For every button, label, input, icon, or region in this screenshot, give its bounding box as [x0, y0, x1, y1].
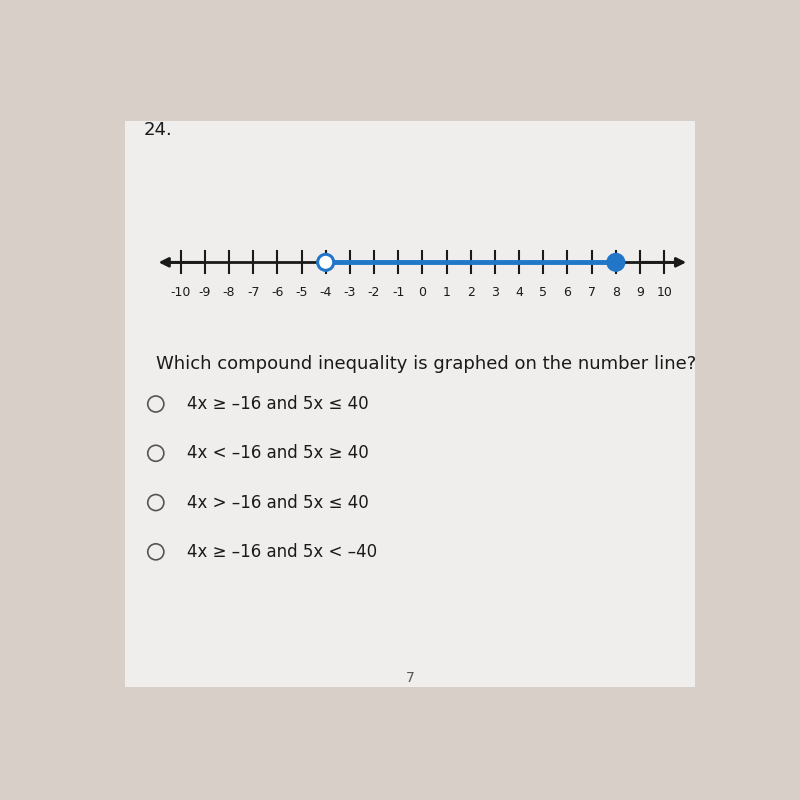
Text: 2: 2 [467, 286, 474, 298]
Circle shape [148, 494, 164, 510]
Text: 3: 3 [491, 286, 499, 298]
Circle shape [318, 254, 334, 270]
Text: 4x ≥ –16 and 5x < –40: 4x ≥ –16 and 5x < –40 [187, 543, 377, 561]
Text: -6: -6 [271, 286, 283, 298]
Text: -10: -10 [170, 286, 190, 298]
Text: 4x ≥ –16 and 5x ≤ 40: 4x ≥ –16 and 5x ≤ 40 [187, 395, 369, 413]
Circle shape [148, 446, 164, 462]
Text: 5: 5 [539, 286, 547, 298]
Text: -8: -8 [222, 286, 235, 298]
Text: 4: 4 [515, 286, 523, 298]
Circle shape [148, 544, 164, 560]
Text: 8: 8 [612, 286, 620, 298]
Text: -4: -4 [319, 286, 332, 298]
Text: -9: -9 [198, 286, 211, 298]
Text: 4x > –16 and 5x ≤ 40: 4x > –16 and 5x ≤ 40 [187, 494, 369, 511]
Circle shape [608, 254, 624, 270]
Text: -1: -1 [392, 286, 405, 298]
FancyBboxPatch shape [125, 121, 695, 687]
Text: 4x < –16 and 5x ≥ 40: 4x < –16 and 5x ≥ 40 [187, 444, 369, 462]
Text: 7: 7 [406, 671, 414, 685]
Text: -5: -5 [295, 286, 308, 298]
Text: 10: 10 [656, 286, 672, 298]
Text: -7: -7 [247, 286, 259, 298]
Text: 9: 9 [636, 286, 644, 298]
Text: -2: -2 [368, 286, 380, 298]
Text: -3: -3 [344, 286, 356, 298]
Text: Which compound inequality is graphed on the number line?: Which compound inequality is graphed on … [156, 354, 696, 373]
Circle shape [148, 396, 164, 412]
Text: 7: 7 [588, 286, 596, 298]
Text: 1: 1 [442, 286, 450, 298]
Text: 6: 6 [563, 286, 571, 298]
Text: 24.: 24. [143, 121, 172, 138]
Text: 0: 0 [418, 286, 426, 298]
